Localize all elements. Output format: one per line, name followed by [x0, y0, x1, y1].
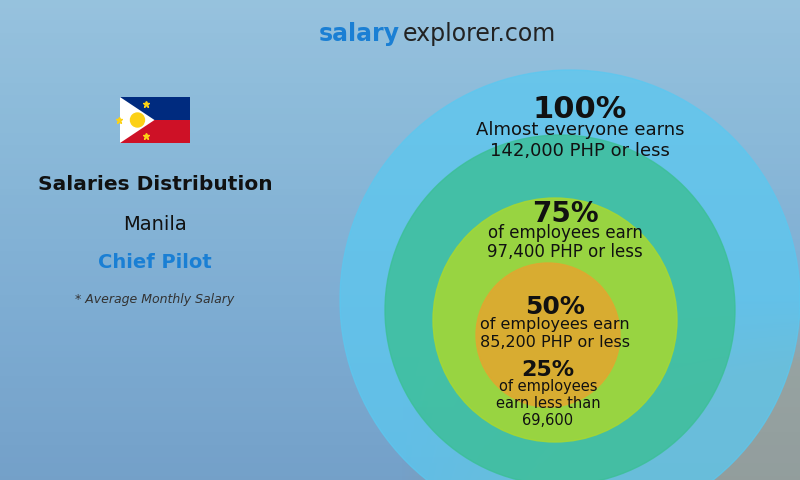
FancyBboxPatch shape — [120, 97, 190, 143]
Text: Almost everyone earns: Almost everyone earns — [476, 121, 684, 139]
Text: 97,400 PHP or less: 97,400 PHP or less — [487, 243, 643, 261]
FancyBboxPatch shape — [120, 120, 190, 143]
Text: 142,000 PHP or less: 142,000 PHP or less — [490, 142, 670, 160]
Text: * Average Monthly Salary: * Average Monthly Salary — [75, 293, 234, 307]
Text: Chief Pilot: Chief Pilot — [98, 252, 212, 272]
Text: 85,200 PHP or less: 85,200 PHP or less — [480, 335, 630, 350]
Text: Salaries Distribution: Salaries Distribution — [38, 176, 272, 194]
Text: 75%: 75% — [532, 200, 598, 228]
FancyBboxPatch shape — [120, 97, 190, 120]
Text: salary: salary — [319, 22, 400, 46]
Text: of employees earn: of employees earn — [487, 224, 642, 242]
Text: explorer.com: explorer.com — [403, 22, 556, 46]
Text: 100%: 100% — [533, 95, 627, 124]
Circle shape — [130, 113, 145, 127]
Circle shape — [385, 135, 735, 480]
Polygon shape — [120, 97, 154, 143]
Text: earn less than: earn less than — [496, 396, 600, 411]
Text: Manila: Manila — [123, 216, 187, 235]
Text: 69,600: 69,600 — [522, 413, 574, 428]
Text: 25%: 25% — [522, 360, 574, 380]
Circle shape — [340, 70, 800, 480]
Circle shape — [433, 198, 677, 442]
Text: of employees earn: of employees earn — [480, 317, 630, 332]
Text: of employees: of employees — [498, 379, 598, 394]
Text: 50%: 50% — [525, 295, 585, 319]
Circle shape — [476, 263, 620, 407]
